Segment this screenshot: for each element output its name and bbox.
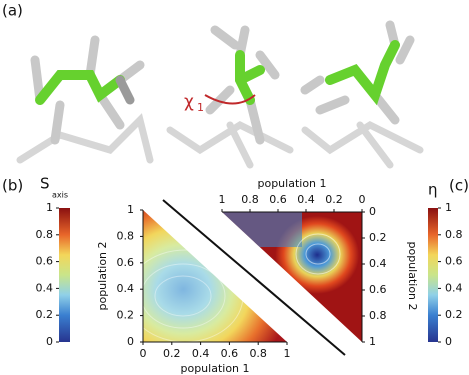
x-tick-label: 1 <box>284 347 291 360</box>
x-tick-label: 0.8 <box>241 193 259 206</box>
panel-label: (a) <box>2 2 23 20</box>
molecule-1 <box>16 35 154 164</box>
colorbar-tick-label: 0.2 <box>36 308 54 321</box>
panel-label: (b) <box>2 177 23 195</box>
colorbar-right <box>428 208 438 342</box>
x-tick-label: 0.2 <box>163 347 181 360</box>
colorbar-title: S <box>40 175 50 193</box>
dihedral-symbol: χ <box>184 92 194 112</box>
y-tick-label: 0.4 <box>117 282 135 295</box>
divider <box>162 199 346 356</box>
colorbar-tick-label: 0.8 <box>36 228 54 241</box>
colorbar-tick-label: 1 <box>46 201 53 214</box>
colorbar-tick-label: 0.4 <box>445 281 463 294</box>
y-tick-label: 0.4 <box>369 257 387 270</box>
rotation-arrow <box>204 94 256 105</box>
y-tick-label: 0.8 <box>369 309 387 322</box>
x-tick-label: 0.4 <box>297 193 315 206</box>
x-tick-label: 0.2 <box>325 193 343 206</box>
colorbar-tick-label: 1 <box>445 201 452 214</box>
x-tick-label: 0.8 <box>249 347 267 360</box>
molecule-2 <box>166 25 294 169</box>
colorbar-tick-label: 0.6 <box>445 255 463 268</box>
x-tick-label: 0.6 <box>221 347 239 360</box>
y-tick-label: 0.6 <box>369 283 387 296</box>
y-tick-label: 0 <box>369 205 376 218</box>
colorbar-tick-label: 0.2 <box>445 308 463 321</box>
x-tick-label: 0 <box>140 347 147 360</box>
y-axis-label: population 2 <box>406 241 419 310</box>
colorbar-tick-label: 0.4 <box>36 281 54 294</box>
molecule-3 <box>300 20 424 169</box>
y-tick-label: 1 <box>369 335 376 348</box>
y-tick-label: 0.2 <box>369 231 387 244</box>
colorbar-title: η <box>428 181 438 199</box>
y-tick-label: 0.6 <box>117 256 135 269</box>
y-axis-label: population 2 <box>96 241 109 310</box>
x-tick-label: 0.6 <box>269 193 287 206</box>
colorbar-tick-label: 0.6 <box>36 255 54 268</box>
y-tick-label: 0.8 <box>117 229 135 242</box>
colorbar-left <box>59 208 70 342</box>
colorbar-tick-label: 0 <box>46 335 53 348</box>
x-axis-label: population 1 <box>257 177 326 190</box>
dihedral-subscript: 1 <box>197 101 204 114</box>
x-axis-label: population 1 <box>180 362 249 375</box>
x-tick-label: 0 <box>359 193 366 206</box>
colorbar-tick-label: 0 <box>445 335 452 348</box>
panel-label: (c) <box>449 177 469 195</box>
y-tick-label: 1 <box>127 203 134 216</box>
y-tick-label: 0 <box>127 335 134 348</box>
colorbar-tick-label: 0.8 <box>445 228 463 241</box>
y-tick-label: 0.2 <box>117 309 135 322</box>
colorbar-subscript: axis <box>52 191 68 200</box>
x-tick-label: 1 <box>219 193 226 206</box>
x-tick-label: 0.4 <box>192 347 210 360</box>
